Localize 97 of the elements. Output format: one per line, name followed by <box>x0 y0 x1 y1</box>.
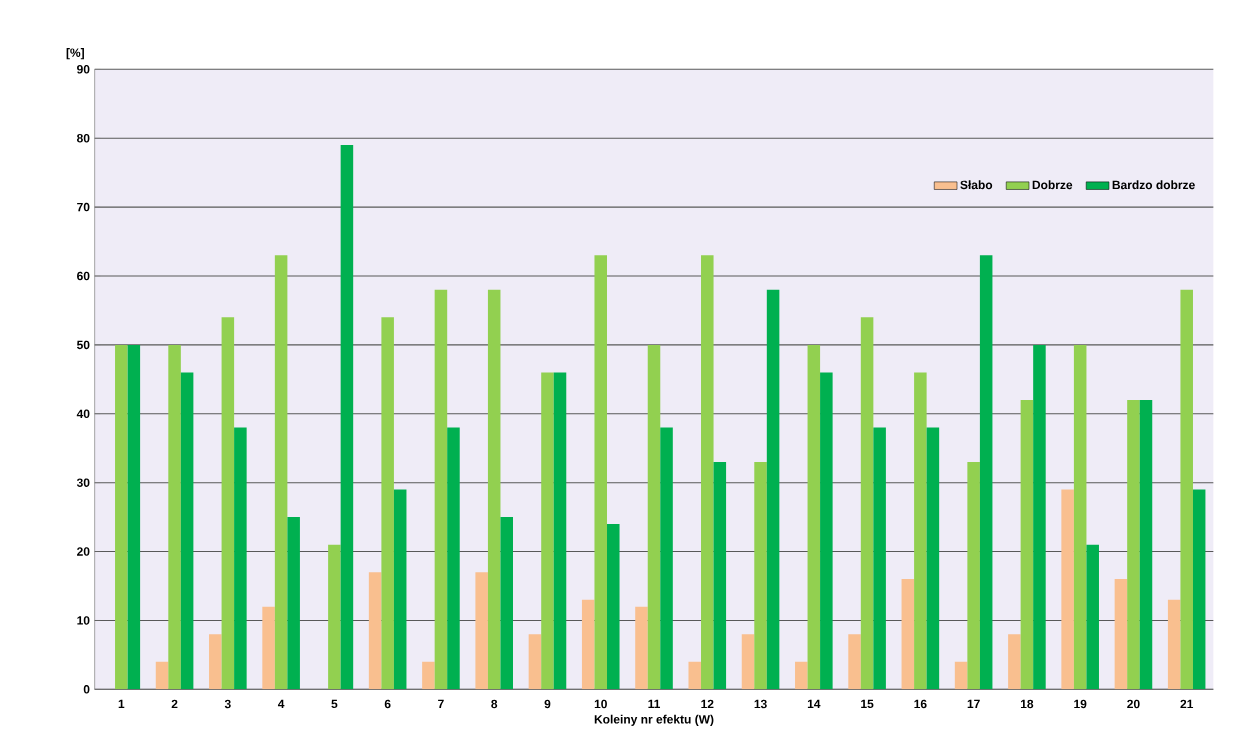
bar <box>1086 544 1099 690</box>
bar <box>393 489 407 690</box>
bar <box>954 661 968 690</box>
x-tick-label: 18 <box>1020 699 1034 709</box>
bar <box>340 145 354 690</box>
legend-label: Dobrze <box>1032 180 1073 190</box>
x-tick-label: 8 <box>491 699 498 709</box>
bar <box>820 372 833 690</box>
bar <box>1114 579 1128 690</box>
bar <box>553 372 567 690</box>
x-tick-label: 9 <box>544 699 551 709</box>
bar <box>1033 344 1046 690</box>
bar <box>713 462 727 690</box>
x-tick-label: 15 <box>861 699 874 709</box>
x-tick-label: 19 <box>1074 699 1087 709</box>
x-tick-label: 11 <box>648 699 661 708</box>
bar <box>807 344 821 690</box>
x-tick-label: 10 <box>594 699 607 709</box>
x-tick-label: 7 <box>438 699 444 708</box>
bar <box>1180 289 1193 690</box>
x-tick-label: 1 <box>118 699 125 708</box>
legend-label: Słabo <box>960 180 993 190</box>
x-tick-label: 17 <box>967 699 980 708</box>
bar <box>914 372 927 690</box>
x-tick-label: 2 <box>171 699 178 709</box>
bar <box>594 255 607 690</box>
bar <box>180 372 194 690</box>
x-tick-label: 6 <box>384 699 391 709</box>
bar <box>1127 400 1140 690</box>
bar <box>660 427 673 690</box>
x-axis-title: Koleiny nr efektu (W) <box>594 714 714 726</box>
bar <box>979 255 993 690</box>
y-tick-label: 20 <box>77 547 90 556</box>
x-tick-label: 5 <box>331 699 338 709</box>
y-axis-title: [%] <box>66 48 84 60</box>
bar <box>274 255 288 690</box>
y-tick-label: 80 <box>76 133 90 143</box>
bar <box>1020 400 1034 690</box>
x-tick-label: 21 <box>1180 699 1194 709</box>
y-tick-label: 70 <box>77 202 90 212</box>
bar <box>328 544 341 690</box>
bar <box>607 524 620 690</box>
bar <box>528 634 542 690</box>
legend-label: Bardzo dobrze <box>1112 180 1195 190</box>
x-tick-label: 3 <box>224 699 231 709</box>
bar <box>635 606 648 690</box>
bar <box>926 427 940 690</box>
bar <box>688 661 702 690</box>
bar <box>500 517 513 690</box>
bar <box>287 517 300 690</box>
bar <box>155 661 169 690</box>
bar <box>221 317 235 690</box>
bar <box>1061 489 1074 690</box>
bar <box>873 427 886 690</box>
bar <box>262 606 275 690</box>
bar <box>434 289 448 690</box>
bar <box>701 255 714 690</box>
bar <box>447 427 460 690</box>
bar <box>766 289 780 690</box>
x-tick-label: 4 <box>277 699 285 708</box>
bar <box>115 344 128 690</box>
y-tick-label: 30 <box>76 478 90 487</box>
y-tick-label: 40 <box>76 409 90 419</box>
y-tick-label: 0 <box>83 685 90 694</box>
bar <box>487 289 501 690</box>
bar <box>1073 344 1087 690</box>
bar <box>1192 489 1206 690</box>
bar <box>422 661 435 690</box>
bar <box>741 634 755 690</box>
x-tick-label: 13 <box>754 699 767 709</box>
bar <box>581 599 595 690</box>
y-tick-label: 90 <box>77 65 90 74</box>
bar <box>967 462 980 690</box>
x-tick-label: 12 <box>701 699 714 709</box>
bar <box>475 572 488 690</box>
bar <box>168 344 181 690</box>
bar <box>848 634 861 690</box>
bar <box>368 572 382 690</box>
x-tick-label: 20 <box>1127 699 1140 709</box>
y-tick-label: 10 <box>77 616 90 625</box>
bar <box>1167 599 1181 690</box>
bar <box>647 344 661 690</box>
x-tick-label: 16 <box>914 699 927 709</box>
y-tick-label: 60 <box>77 271 90 281</box>
bar <box>901 579 915 690</box>
bar <box>1139 400 1153 690</box>
bar <box>209 634 222 690</box>
x-tick-label: 14 <box>807 699 821 708</box>
bar <box>127 344 141 690</box>
bar <box>234 427 247 690</box>
bar <box>754 462 767 690</box>
bar <box>381 317 394 690</box>
bar <box>1008 634 1021 690</box>
bar <box>795 661 808 690</box>
bar <box>860 317 874 690</box>
y-tick-label: 50 <box>76 340 90 350</box>
bar <box>541 372 554 690</box>
